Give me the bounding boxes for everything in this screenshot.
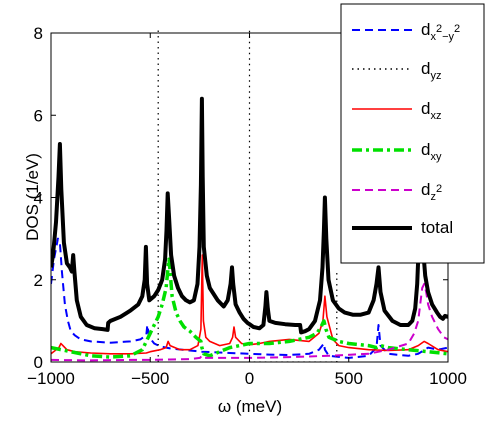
- y-axis-label: DOS (1/eV): [23, 153, 42, 241]
- y-tick-label: 6: [34, 106, 43, 125]
- series-line-d-xy: [51, 257, 448, 359]
- x-axis-label: ω (meV): [218, 397, 282, 416]
- series-line-d-yz: [157, 30, 338, 362]
- legend-label-d-yz: dyz: [421, 59, 441, 82]
- legend-box: [340, 3, 485, 264]
- series-line-d-z-2: [51, 282, 448, 362]
- series-layer: [51, 30, 448, 362]
- legend-label-total: total: [421, 218, 453, 237]
- y-tick-label: 8: [34, 24, 43, 43]
- y-tick-label: 0: [34, 353, 43, 372]
- x-tick-label: 1000: [429, 369, 467, 388]
- legend-label-d-x-2-y-2: dx2−y2: [421, 20, 460, 43]
- series-line-d-xz: [51, 254, 448, 355]
- x-tick-label: −1000: [27, 369, 75, 388]
- series-line-total: [51, 96, 448, 335]
- legend-label-d-z-2: dz2: [421, 180, 442, 203]
- x-tick-label: 500: [335, 369, 363, 388]
- x-tick-label: 0: [245, 369, 254, 388]
- y-tick-label: 4: [34, 189, 43, 208]
- legend-label-d-xz: dxz: [421, 99, 441, 122]
- legend: dx2−y2 dyz dxz dxy dz2 total: [340, 3, 485, 264]
- y-tick-label: 2: [34, 271, 43, 290]
- legend-label-d-xy: dxy: [421, 140, 442, 163]
- x-tick-label: −500: [131, 369, 169, 388]
